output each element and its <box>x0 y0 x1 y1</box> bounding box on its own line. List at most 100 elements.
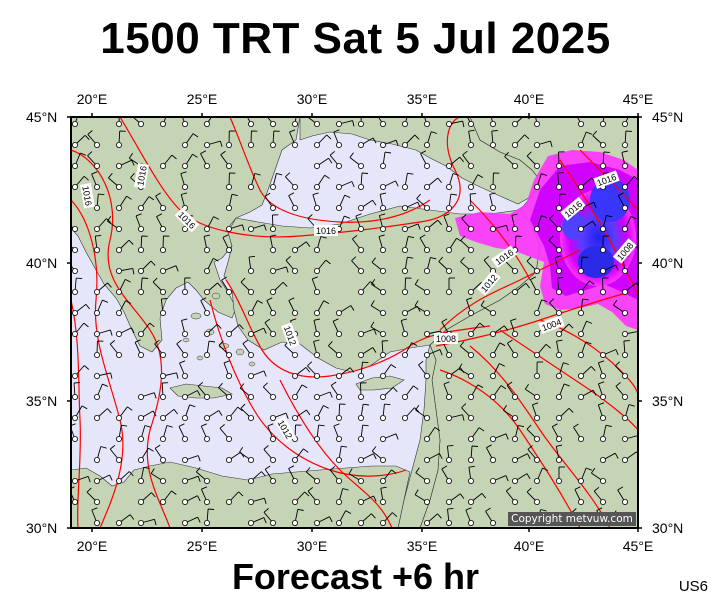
wind-barb <box>600 424 612 442</box>
wind-barb <box>137 518 157 527</box>
wind-barb <box>489 433 509 442</box>
wind-barb <box>401 256 414 274</box>
wind-barb <box>556 339 563 358</box>
wind-barb <box>400 318 408 337</box>
wind-barb <box>622 435 638 442</box>
wind-barb <box>159 154 177 169</box>
wind-barb <box>357 328 377 337</box>
wind-barb <box>335 194 351 211</box>
wind-barb <box>240 403 254 421</box>
wind-barb <box>289 129 298 148</box>
wind-barb <box>467 193 477 211</box>
lon-label-top: 35°E <box>406 91 438 107</box>
map-title: 1500 TRT Sat 5 Jul 2025 <box>100 14 611 63</box>
wind-barb <box>109 340 123 358</box>
wind-barb <box>534 467 549 484</box>
wind-barb <box>225 406 243 421</box>
lon-label-top: 25°E <box>186 91 218 107</box>
wind-barb <box>285 256 298 274</box>
wind-barb <box>333 423 342 442</box>
wind-barb <box>218 382 232 400</box>
wind-barb <box>401 134 420 148</box>
wind-barb <box>423 330 443 337</box>
wind-barb <box>401 342 418 358</box>
wind-barb <box>137 260 156 274</box>
wind-barb <box>116 130 126 148</box>
wind-barb <box>371 257 386 274</box>
wind-barb <box>72 322 89 337</box>
wind-barb <box>291 384 308 400</box>
isobar-label: 1016 <box>316 226 336 236</box>
wind-barb <box>578 280 595 295</box>
wind-barb <box>72 152 87 169</box>
wind-barb <box>247 497 267 505</box>
wind-barb <box>159 490 177 505</box>
wind-barb <box>615 361 629 379</box>
wind-barb <box>556 172 564 190</box>
wind-barb <box>306 117 320 128</box>
wind-barb <box>467 384 484 400</box>
wind-barb <box>116 278 131 295</box>
wind-barb <box>116 267 135 275</box>
wind-barb <box>401 277 412 295</box>
lon-label-top: 20°E <box>76 91 108 107</box>
wind-barb <box>357 382 367 400</box>
wind-barb <box>378 234 386 253</box>
wind-barb <box>379 340 389 358</box>
wind-barb <box>370 300 386 316</box>
wind-barb <box>379 139 399 148</box>
wind-barb <box>200 150 210 169</box>
wind-barb <box>87 130 101 148</box>
wind-barb <box>401 385 419 400</box>
wind-barb <box>512 424 525 442</box>
wind-barb <box>116 514 135 527</box>
wind-barb <box>379 433 399 442</box>
wind-barb <box>328 341 342 358</box>
wind-barb <box>507 339 519 358</box>
wind-barb <box>269 412 289 421</box>
wind-barb <box>467 493 487 505</box>
isobar-label: 1016 <box>135 165 148 186</box>
wind-barb <box>556 193 566 211</box>
wind-barb <box>506 381 519 400</box>
wind-barb <box>512 134 530 148</box>
wind-barb <box>600 235 610 253</box>
wind-barb <box>622 130 632 148</box>
wind-barb <box>357 513 376 527</box>
wind-barb <box>461 403 474 421</box>
wind-barb <box>578 131 592 148</box>
wind-barb <box>200 423 210 442</box>
wind-barb <box>445 156 464 169</box>
wind-barb <box>467 322 485 337</box>
land-north-africa <box>71 461 411 528</box>
wind-barb <box>377 117 386 128</box>
wind-barb <box>200 297 210 316</box>
wind-barb <box>526 151 541 169</box>
wind-barbs <box>71 117 638 527</box>
wind-barb <box>150 468 166 484</box>
wind-barb <box>511 213 519 232</box>
wind-barb <box>181 455 201 463</box>
isobar-label: 1016 <box>80 185 93 206</box>
wind-barb <box>355 213 364 232</box>
wind-barb <box>313 318 320 337</box>
wind-barb <box>445 277 455 295</box>
wind-barb <box>414 279 430 295</box>
wind-barb <box>240 277 254 295</box>
wind-barb <box>461 214 474 232</box>
wind-barb <box>445 444 454 463</box>
wind-barb <box>379 387 398 400</box>
wind-barb <box>285 172 298 190</box>
wind-barb <box>313 174 330 190</box>
wind-barb <box>313 259 331 274</box>
wind-barb <box>239 446 254 463</box>
wind-barb <box>467 174 484 190</box>
wind-barb <box>71 225 79 232</box>
wind-barb <box>534 140 553 148</box>
wind-barb <box>379 364 397 379</box>
wind-barb <box>94 218 112 232</box>
wind-barb <box>489 363 505 379</box>
wind-barb <box>154 339 166 358</box>
wind-barb <box>534 343 551 358</box>
wind-barb <box>313 236 327 253</box>
